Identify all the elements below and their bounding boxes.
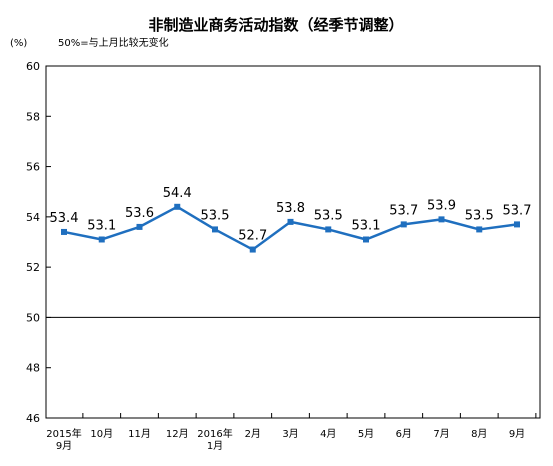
data-point (174, 203, 181, 210)
data-point (514, 221, 520, 228)
data-label: 53.5 (201, 208, 230, 223)
y-tick-label: 48 (26, 362, 40, 375)
data-label: 53.5 (465, 208, 494, 223)
data-label: 53.1 (87, 218, 116, 233)
plot-frame (45, 65, 541, 419)
x-tick-label: 8月 (471, 428, 487, 440)
series-markers (61, 203, 520, 253)
x-tick-label: 5月 (358, 428, 374, 440)
data-label: 53.7 (389, 203, 418, 218)
y-tick-label: 50 (26, 311, 40, 324)
data-labels: 53.4 53.1 53.6 54.4 53.5 52.7 53.8 53.5 53.1 53.7… (50, 186, 532, 244)
data-point (400, 221, 407, 228)
data-point (476, 226, 483, 233)
data-label: 53.6 (125, 206, 154, 221)
x-tick-label: 2月 (245, 428, 261, 440)
data-point (363, 236, 369, 243)
data-label: 53.8 (276, 201, 305, 216)
data-label: 53.7 (503, 203, 532, 218)
x-tick-label: 7月 (433, 428, 449, 440)
data-label: 53.1 (352, 218, 381, 233)
y-tick-label: 58 (26, 110, 40, 123)
x-tick-label: 10月 (90, 428, 113, 440)
x-tick-label: 2015年 9月 (46, 427, 81, 452)
data-point (212, 226, 218, 233)
x-axis: 2015年 9月 10月 11月 12月 2016年 1月 2月 3月 4月 5月 6月 7月 8月 9月 (46, 413, 537, 452)
data-point (98, 236, 105, 243)
data-label: 52.7 (238, 229, 267, 244)
chart-title: 非制造业商务活动指数（经季节调整） (148, 16, 403, 34)
x-tick-label: 12月 (166, 428, 189, 440)
y-tick-label: 46 (26, 412, 40, 425)
reference-note: 50%=与上月比较无变化 (58, 36, 169, 49)
data-label: 54.4 (163, 186, 192, 201)
data-label: 53.9 (427, 198, 456, 213)
data-label: 53.4 (50, 211, 79, 226)
data-point (136, 223, 143, 230)
data-point (438, 216, 445, 223)
x-tick-label: 2016年 1月 (197, 427, 232, 452)
data-point (325, 226, 332, 233)
data-point (61, 228, 67, 235)
y-tick-label: 54 (26, 211, 40, 224)
data-point (249, 246, 256, 253)
y-axis: 46 48 50 52 54 56 58 60 (26, 60, 51, 425)
x-tick-label: 3月 (282, 428, 298, 440)
unit-label: (%) (10, 38, 27, 49)
x-tick-label: 9月 (509, 428, 525, 440)
y-tick-label: 60 (26, 60, 40, 73)
x-tick-label: 6月 (396, 428, 412, 440)
x-tick-label: 11月 (128, 428, 151, 440)
y-tick-label: 52 (26, 261, 40, 274)
x-tick-label: 4月 (320, 428, 336, 440)
y-tick-label: 56 (26, 161, 40, 174)
data-point (287, 218, 294, 225)
data-label: 53.5 (314, 208, 343, 223)
